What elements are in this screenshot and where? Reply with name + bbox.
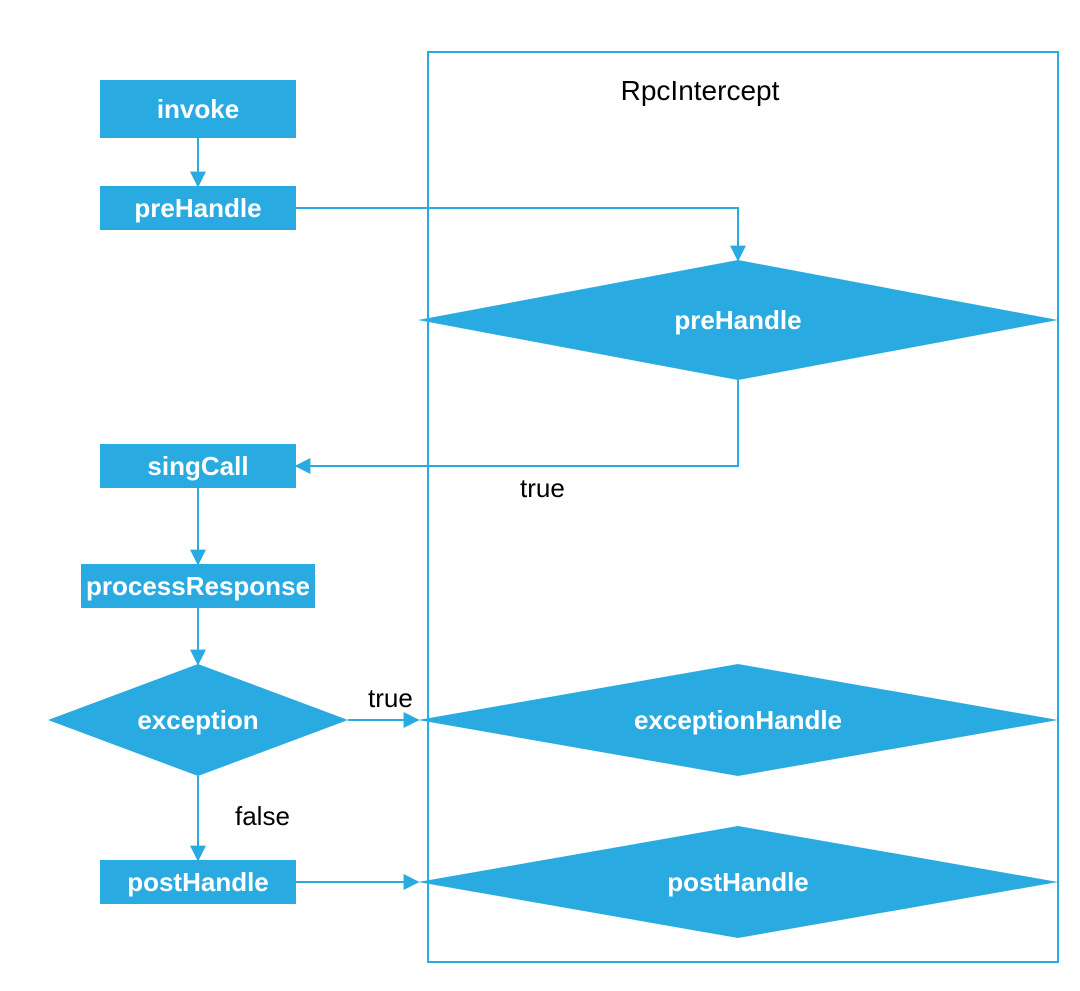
node-preHandle: preHandle: [100, 186, 296, 230]
label-processResponse: processResponse: [86, 571, 310, 601]
edge-label-exception-to-excHandle: true: [368, 683, 413, 713]
node-postHandleD: postHandle: [418, 826, 1058, 938]
node-preHandleD: preHandle: [418, 260, 1058, 380]
label-invoke: invoke: [157, 94, 239, 124]
label-postHandle: postHandle: [127, 867, 269, 897]
node-exception: exception: [48, 664, 348, 776]
node-postHandle: postHandle: [100, 860, 296, 904]
label-postHandleD: postHandle: [667, 867, 809, 897]
label-singCall: singCall: [147, 451, 248, 481]
container-rpcintercept: [428, 52, 1058, 962]
node-exceptionHandle: exceptionHandle: [418, 664, 1058, 776]
label-exception: exception: [137, 705, 258, 735]
label-exceptionHandle: exceptionHandle: [634, 705, 842, 735]
edges-layer: true true false: [198, 138, 738, 882]
label-preHandleD: preHandle: [674, 305, 801, 335]
edge-label-exception-to-postHandle: false: [235, 801, 290, 831]
label-preHandle: preHandle: [134, 193, 261, 223]
edge-label-preHandleD-to-singCall: true: [520, 473, 565, 503]
node-singCall: singCall: [100, 444, 296, 488]
edge-preHandle-to-preHandleD: [296, 208, 738, 260]
node-invoke: invoke: [100, 80, 296, 138]
container-title: RpcIntercept: [621, 75, 780, 106]
edge-preHandleD-to-singCall: [296, 380, 738, 466]
node-processResponse: processResponse: [81, 564, 315, 608]
